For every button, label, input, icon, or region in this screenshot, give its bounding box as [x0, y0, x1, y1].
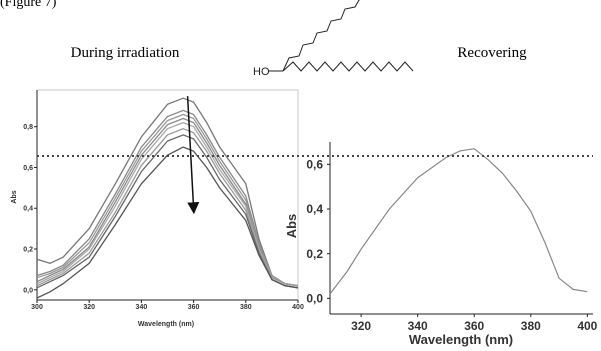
molecule-upper-chain [282, 0, 361, 72]
molecule-lower-chain [282, 61, 414, 72]
chart-irradiation-x-tick-label: 400 [292, 304, 304, 311]
chart-recovering-x-tick-label: 340 [408, 319, 428, 333]
chart-irradiation-y-tick-label: 0,2 [23, 246, 33, 253]
chart-recovering-x-tick-label: 400 [577, 319, 597, 333]
chart-recovering-y-tick-label: 0,2 [306, 247, 323, 261]
chart-recovering: 320 340 360 380 400 0,0 0,2 0,4 0,6 Wavelength … [284, 142, 598, 347]
chart-title-irradiation: During irradiation [71, 45, 180, 61]
chart-irradiation-frame [36, 89, 299, 301]
chart-irradiation-x-tick-label: 300 [31, 304, 43, 311]
chart-title-recovering: Recovering [457, 45, 527, 61]
chart-irradiation-y-ticks: 0,0 0,2 0,4 0,6 0,8 [23, 124, 37, 294]
molecule-label-ho: HO [253, 66, 270, 78]
chart-irradiation-x-tick-label: 380 [240, 304, 252, 311]
chart-irradiation-y-tick-label: 0,4 [23, 206, 33, 213]
chart-irradiation-series-line [36, 128, 299, 287]
chart-irradiation-x-tick-label: 360 [188, 304, 200, 311]
chart-irradiation-xlabel: Wavelength (nm) [138, 321, 194, 328]
chart-recovering-series [329, 148, 588, 295]
chart-recovering-y-ticks: 0,0 0,2 0,4 0,6 [306, 158, 330, 306]
chart-recovering-ylabel: Abs [284, 214, 299, 239]
chart-irradiation-series-line [36, 121, 299, 287]
chart-recovering-frame [329, 142, 593, 315]
chart-irradiation-series-line [36, 146, 299, 299]
chart-irradiation-y-tick-label: 0,8 [23, 124, 33, 131]
chart-irradiation-x-ticks: 300 320 340 360 380 400 [31, 300, 304, 311]
chart-recovering-x-ticks: 320 340 360 380 400 [351, 314, 598, 333]
chart-irradiation-x-tick-label: 340 [136, 304, 148, 311]
chart-irradiation-x-tick-label: 320 [83, 304, 95, 311]
chart-recovering-y-tick-label: 0,6 [306, 158, 323, 172]
decrease-arrow [186, 96, 200, 215]
chart-recovering-xlabel: Wavelength (nm) [409, 332, 513, 347]
chart-recovering-series-line [329, 148, 588, 295]
chart-irradiation-ylabel: Abs [11, 190, 18, 203]
chart-recovering-y-tick-label: 0,4 [306, 202, 323, 216]
molecule-structure [269, 0, 414, 72]
chart-recovering-x-tick-label: 380 [521, 319, 541, 333]
chart-recovering-y-tick-label: 0,0 [306, 292, 323, 306]
chart-irradiation: 300 320 340 360 380 400 0,0 0,2 0,4 0,6 0,8 Wavel… [11, 89, 304, 328]
chart-irradiation-series-line [36, 134, 299, 289]
chart-recovering-x-tick-label: 360 [464, 319, 484, 333]
chart-irradiation-series [36, 96, 299, 299]
chart-recovering-x-tick-label: 320 [351, 319, 371, 333]
caption-fragment: (Figure 7) [0, 0, 57, 10]
chart-irradiation-y-tick-label: 0,0 [23, 287, 33, 294]
chart-irradiation-y-tick-label: 0,6 [23, 165, 33, 172]
